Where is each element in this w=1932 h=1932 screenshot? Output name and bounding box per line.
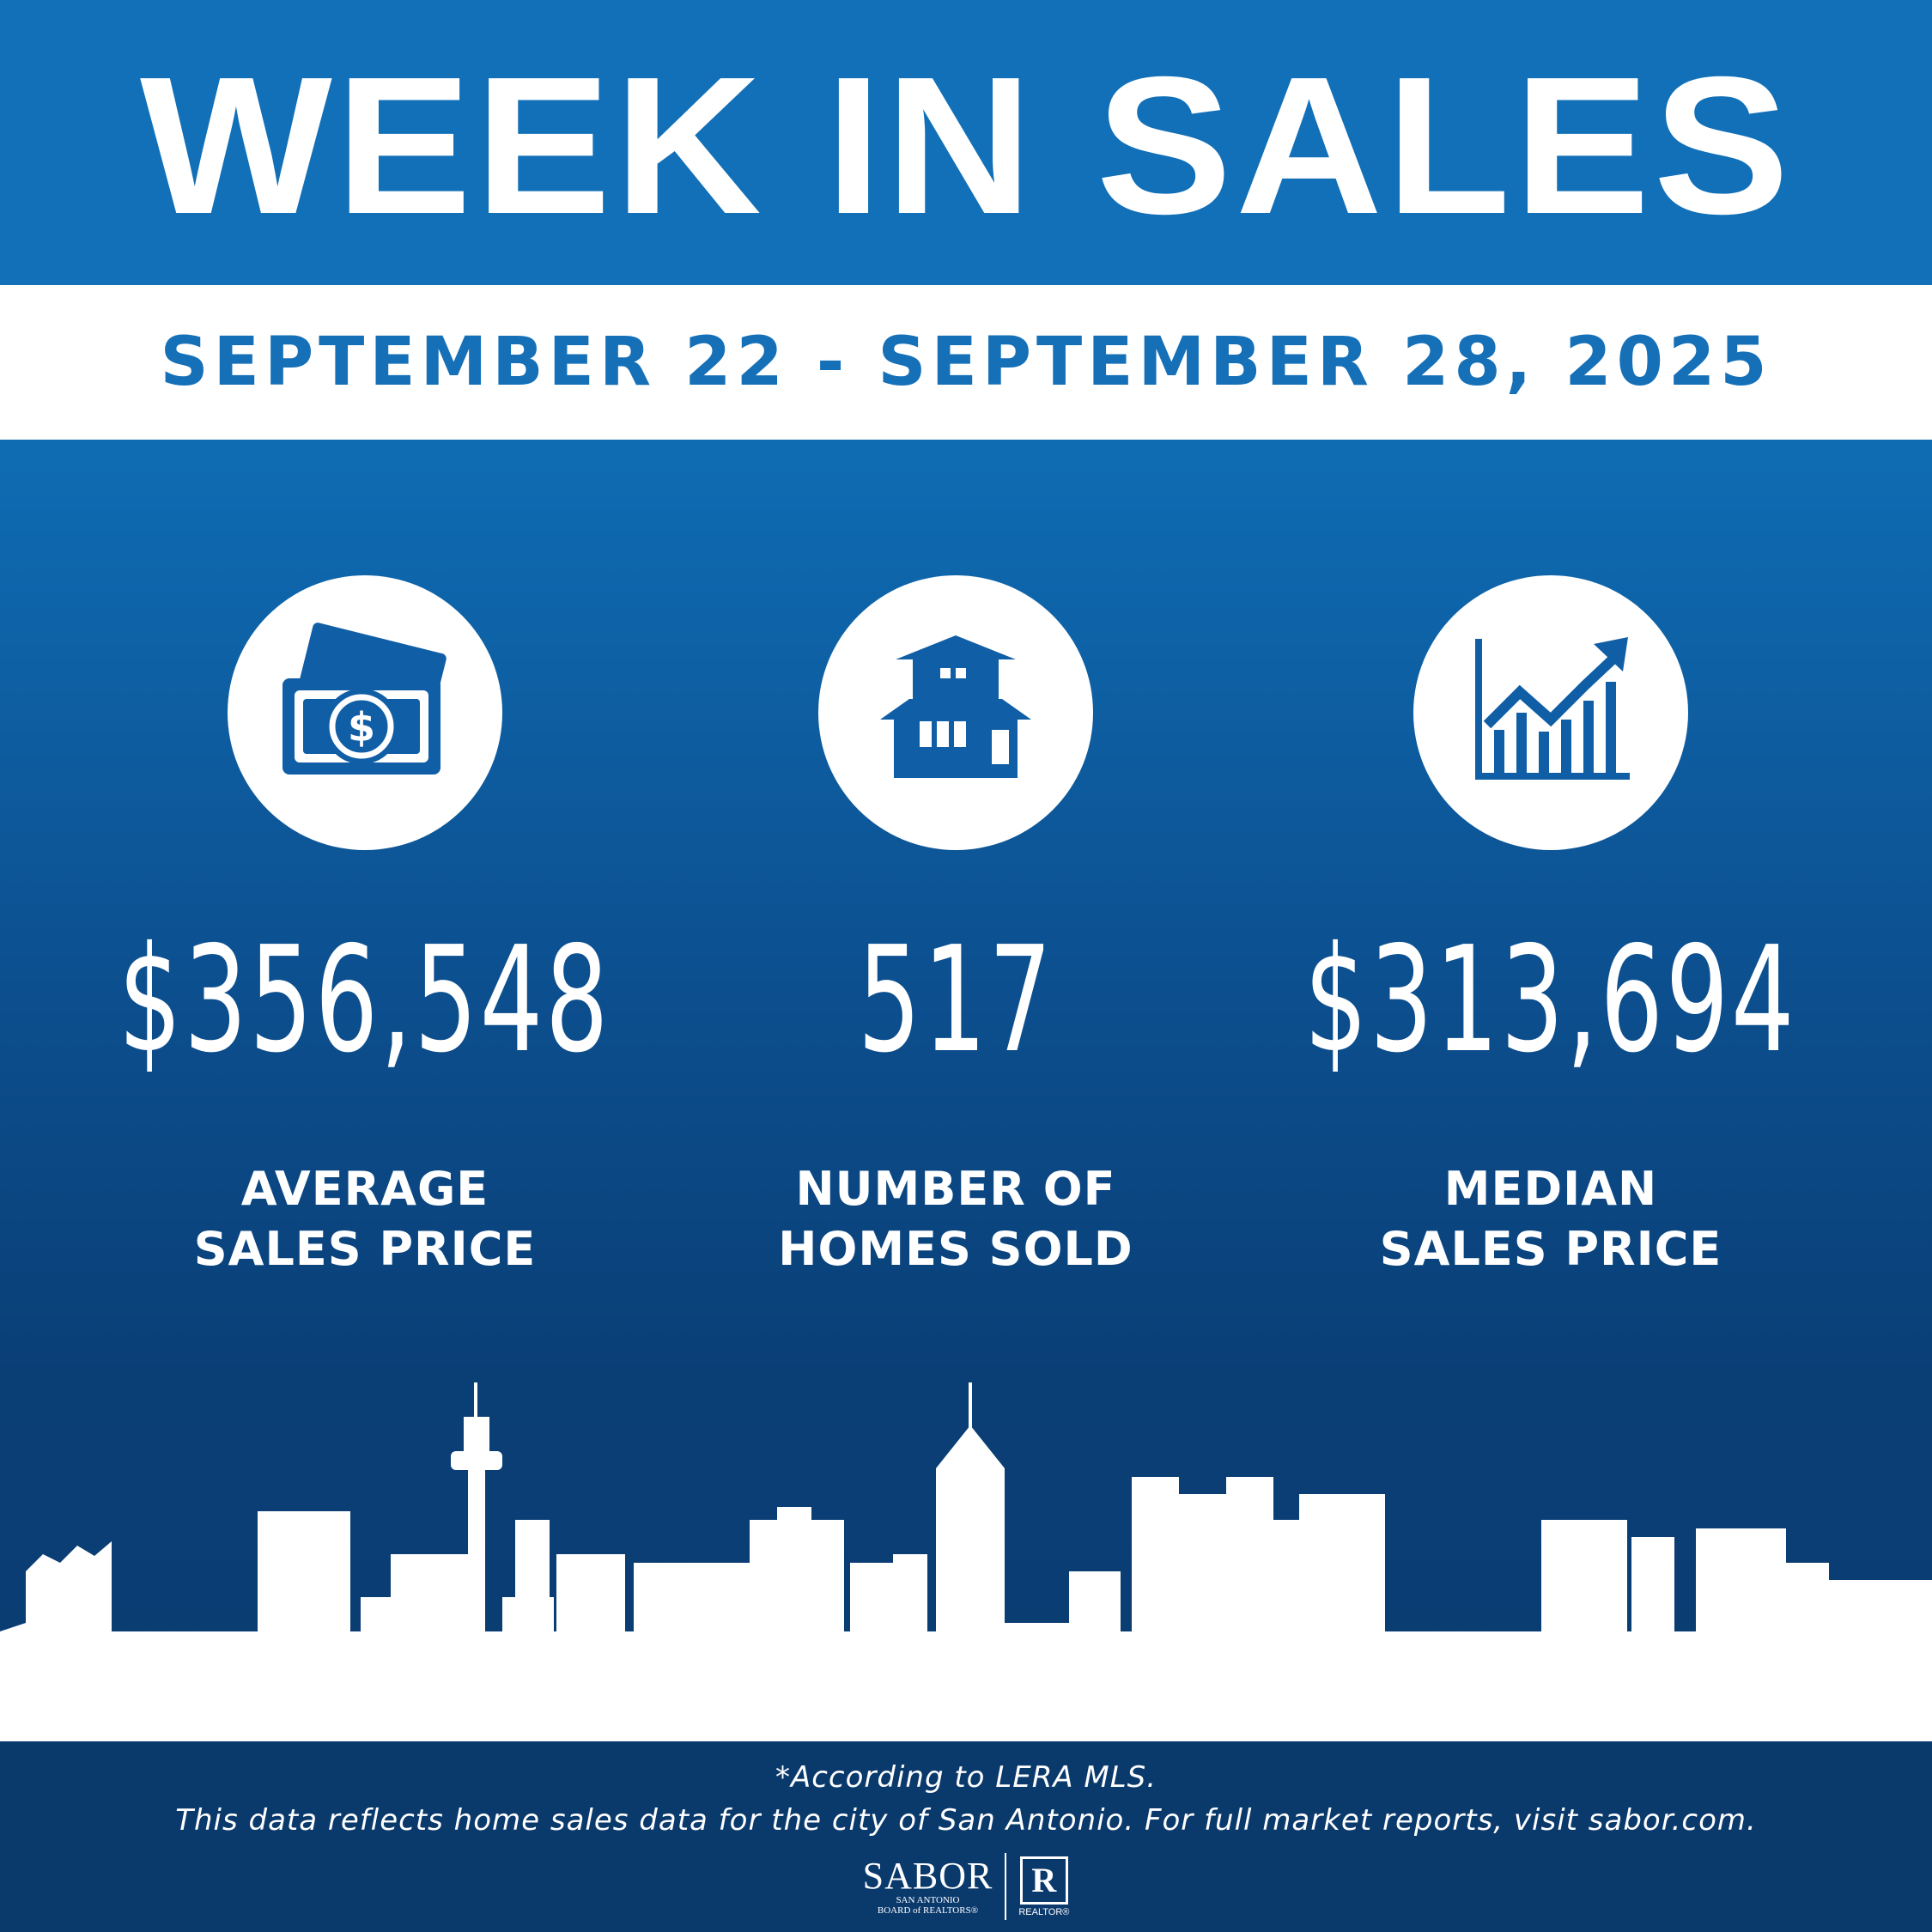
house-icon [880, 635, 1031, 778]
stat-homes-sold: 517 NUMBER OF HOMES SOLD [655, 575, 1256, 1279]
sabor-logo: SABOR SAN ANTONIO BOARD of REALTORS® [862, 1855, 993, 1917]
stat-label-line2: HOMES SOLD [778, 1222, 1133, 1276]
sabor-name: SABOR [862, 1855, 993, 1897]
stat-icon-circle [1413, 575, 1688, 850]
sabor-subtitle-line1: SAN ANTONIO [896, 1895, 960, 1905]
growth-chart-icon [1475, 637, 1630, 780]
stat-label-line2: SALES PRICE [1379, 1222, 1722, 1276]
realtor-logo: R REALTOR® [1018, 1856, 1069, 1917]
stat-label: AVERAGE SALES PRICE [194, 1159, 536, 1279]
date-range: SEPTEMBER 22 - SEPTEMBER 28, 2025 [160, 324, 1772, 401]
stat-value: 517 [857, 915, 1054, 1085]
stat-icon-circle: $ [228, 575, 502, 850]
realtor-mark: R [1019, 1856, 1068, 1905]
logos: SABOR SAN ANTONIO BOARD of REALTORS® R R… [862, 1853, 1069, 1920]
stat-median-sales-price: $313,694 MEDIAN SALES PRICE [1250, 575, 1851, 1279]
stat-value: $356,548 [118, 915, 611, 1085]
svg-text:$: $ [348, 704, 375, 750]
date-band: SEPTEMBER 22 - SEPTEMBER 28, 2025 [0, 285, 1932, 440]
footer: *According to LERA MLS. This data reflec… [0, 1741, 1932, 1932]
stat-label-line2: SALES PRICE [193, 1222, 537, 1276]
sabor-subtitle-line2: BOARD of REALTORS® [877, 1905, 979, 1916]
stat-label-line1: NUMBER OF [795, 1162, 1116, 1216]
stat-label-line1: MEDIAN [1443, 1162, 1658, 1216]
stat-value: $313,694 [1304, 915, 1797, 1085]
stat-label: MEDIAN SALES PRICE [1380, 1159, 1722, 1279]
disclaimer-text: This data reflects home sales data for t… [175, 1803, 1757, 1838]
san-antonio-skyline [0, 1382, 1932, 1743]
source-note: *According to LERA MLS. [775, 1760, 1157, 1795]
title-band: WEEK IN SALES [0, 0, 1932, 283]
stat-icon-circle [818, 575, 1093, 850]
logo-divider [1005, 1853, 1007, 1920]
page-title: WEEK IN SALES [139, 37, 1793, 255]
stat-average-sales-price: $ $356,548 AVERAGE SALES PRICE [64, 575, 665, 1279]
realtor-text: REALTOR® [1018, 1906, 1070, 1917]
stat-label: NUMBER OF HOMES SOLD [778, 1159, 1133, 1279]
money-icon: $ [283, 623, 447, 775]
stat-label-line1: AVERAGE [240, 1162, 489, 1216]
